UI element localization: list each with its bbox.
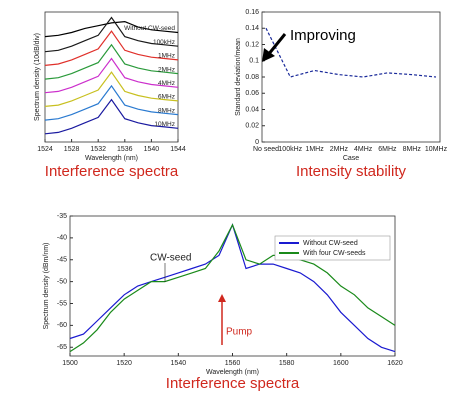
x-tick-label: 1MHz: [305, 146, 324, 153]
series-line: [44, 16, 179, 53]
plot-area: [44, 11, 179, 143]
series-label: 1MHz: [158, 53, 175, 60]
x-tick-label: No seed: [253, 146, 279, 153]
x-tick-label: 1544: [170, 146, 186, 153]
caption: Interference spectra: [166, 375, 300, 392]
y-tick-label: 0: [255, 139, 259, 146]
series-line: [44, 71, 179, 107]
series-label: Without CW-seed: [124, 25, 175, 32]
x-tick-label: 1524: [37, 146, 53, 153]
annotation: Improving: [290, 27, 356, 44]
x-tick-label: 1536: [117, 146, 133, 153]
y-tick-label: 0.1: [249, 58, 259, 65]
series-line: [44, 57, 179, 94]
x-tick-label: 1528: [64, 146, 80, 153]
x-tick-label: 1532: [90, 146, 106, 153]
series-line: [44, 43, 179, 80]
y-axis-label: Standard deviation/mean: [235, 38, 242, 116]
y-tick-label: -65: [57, 344, 67, 351]
y-tick-label: -55: [57, 300, 67, 307]
x-tick-label: 1520: [116, 360, 132, 367]
series-label: 10MHz: [154, 121, 175, 128]
arrow-head: [262, 48, 275, 62]
pump-arrow-head: [218, 294, 226, 302]
y-tick-label: -45: [57, 257, 67, 264]
series-label: 6MHz: [158, 94, 175, 101]
arrow: [266, 33, 287, 56]
y-tick-label: -40: [57, 235, 67, 242]
x-tick-label: 4MHz: [354, 146, 373, 153]
x-axis-label: Wavelength (nm): [85, 155, 138, 162]
x-tick-label: 1500: [62, 360, 78, 367]
x-tick-label: 1600: [333, 360, 349, 367]
x-tick-label: 10MHz: [425, 146, 448, 153]
caption: Interference spectra: [45, 163, 179, 180]
x-axis-label: Case: [343, 155, 359, 162]
legend-label: Without CW-seed: [303, 240, 358, 247]
x-tick-label: 2MHz: [330, 146, 349, 153]
y-tick-label: -35: [57, 213, 67, 220]
series-label: 2MHz: [158, 66, 175, 73]
x-axis-label: Wavelength (nm): [206, 369, 259, 376]
x-tick-label: 100kHz: [278, 146, 302, 153]
y-axis-label: Spectrum density (dBm/nm): [43, 243, 50, 330]
series-label: 4MHz: [158, 80, 175, 87]
series-line: [44, 84, 179, 121]
x-tick-label: 1540: [144, 146, 160, 153]
x-tick-label: 1580: [279, 360, 295, 367]
y-tick-label: 0.08: [245, 74, 259, 81]
x-tick-label: 1560: [225, 360, 241, 367]
y-tick-label: -50: [57, 278, 67, 285]
legend-label: With four CW-seeds: [303, 250, 366, 257]
annotation: CW-seed: [150, 253, 192, 264]
caption: Intensity stability: [296, 163, 407, 180]
series-label: 8MHz: [158, 107, 175, 114]
y-tick-label: 0.14: [245, 25, 259, 32]
y-tick-label: -60: [57, 322, 67, 329]
series-line: [265, 27, 437, 78]
y-axis-label: Spectrum density (10dB/div): [34, 33, 41, 121]
series-line: [44, 20, 179, 38]
series-line: [44, 98, 179, 135]
y-tick-label: 0.02: [245, 123, 259, 130]
series-label: 100kHz: [153, 39, 175, 46]
y-tick-label: 0.16: [245, 9, 259, 16]
x-tick-label: 6MHz: [378, 146, 397, 153]
x-tick-label: 1540: [171, 360, 187, 367]
y-tick-label: 0.12: [245, 41, 259, 48]
legend-box: [274, 235, 391, 261]
y-tick-label: 0.06: [245, 90, 259, 97]
annotation: Pump: [226, 327, 253, 338]
series-line: [44, 30, 179, 66]
x-tick-label: 1620: [387, 360, 403, 367]
x-tick-label: 8MHz: [403, 146, 422, 153]
series-line: [69, 223, 396, 353]
y-tick-label: 0.04: [245, 106, 259, 113]
